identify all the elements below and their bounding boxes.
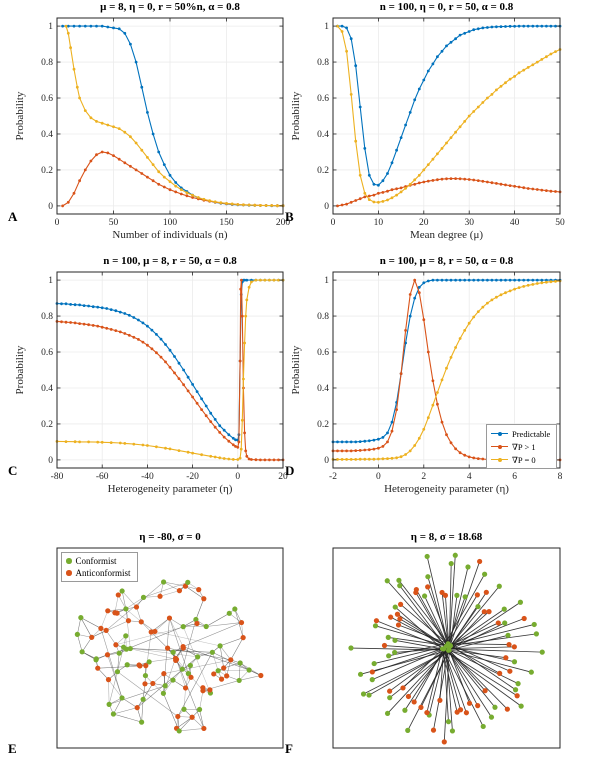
svg-text:0: 0: [324, 456, 329, 466]
svg-text:0.6: 0.6: [41, 348, 53, 358]
panel-letter-f: F: [285, 741, 293, 756]
svg-text:0.4: 0.4: [317, 384, 329, 394]
legend-dot-anticonformist-icon: [66, 570, 72, 576]
svg-text:0.6: 0.6: [317, 348, 329, 358]
svg-text:2: 2: [421, 472, 426, 482]
svg-text:0.2: 0.2: [41, 166, 53, 176]
panel-letter-a: A: [8, 209, 18, 224]
svg-text:0.8: 0.8: [317, 58, 329, 68]
svg-text:4: 4: [467, 472, 472, 482]
panel-c-xaxis-label: Heterogeneity parameter (η): [107, 483, 233, 495]
svg-text:30: 30: [464, 218, 474, 228]
svg-text:1: 1: [48, 276, 53, 286]
svg-text:40: 40: [510, 218, 520, 228]
svg-text:20: 20: [278, 472, 288, 482]
panel-e-title: η = -80, σ = 0: [139, 531, 201, 543]
node-type-legend: Conformist Anticonformist: [61, 552, 138, 582]
legend-label-gradp-gt-1: ∇P > 1: [512, 441, 536, 452]
panel-b-yaxis-label: Probability: [290, 91, 302, 141]
panel-c-yaxis-label: Probability: [14, 345, 26, 395]
panel-letter-c: C: [8, 463, 18, 478]
panel-d-title: n = 100, μ = 8, r = 50, α = 0.8: [379, 255, 514, 267]
svg-text:0.8: 0.8: [41, 58, 53, 68]
legend-dot-conformist-icon: [66, 558, 72, 564]
svg-text:0: 0: [48, 456, 53, 466]
svg-text:0.4: 0.4: [317, 130, 329, 140]
panel-f-title: η = 8, σ = 18.68: [410, 531, 483, 543]
panel-letter-b: B: [285, 209, 294, 224]
svg-text:0.6: 0.6: [317, 94, 329, 104]
legend-label-gradp-eq-0: ∇P = 0: [512, 454, 536, 465]
panel-c-title: n = 100, μ = 8, r = 50, α = 0.8: [103, 255, 237, 267]
svg-text:0: 0: [324, 202, 329, 212]
legend-label-anticonformist: Anticonformist: [75, 568, 131, 578]
svg-text:-20: -20: [186, 472, 199, 482]
panel-a-yaxis-label: Probability: [14, 91, 26, 141]
svg-text:0: 0: [331, 218, 336, 228]
svg-text:0.2: 0.2: [41, 420, 53, 430]
legend-entry-conformist: Conformist: [66, 555, 131, 567]
svg-text:0.2: 0.2: [317, 166, 329, 176]
svg-text:6: 6: [512, 472, 517, 482]
legend-entry-anticonformist: Anticonformist: [66, 567, 131, 579]
svg-text:200: 200: [276, 218, 291, 228]
svg-text:50: 50: [555, 218, 565, 228]
panel-d-xaxis-label: Heterogeneity parameter (η): [384, 483, 509, 495]
panel-a-xaxis-label: Number of individuals (n): [112, 229, 228, 241]
svg-text:1: 1: [48, 22, 53, 32]
svg-text:-60: -60: [96, 472, 109, 482]
legend-line-marker-gradp-gt-1-icon: [491, 442, 508, 452]
panel-d-yaxis-label: Probability: [290, 345, 302, 395]
svg-text:0: 0: [55, 218, 60, 228]
panel-letter-e: E: [8, 741, 17, 756]
svg-text:0.8: 0.8: [317, 312, 329, 322]
panel-b-title: n = 100, η = 0, r = 50, α = 0.8: [379, 1, 514, 13]
svg-text:0.4: 0.4: [41, 130, 53, 140]
svg-text:8: 8: [558, 472, 563, 482]
svg-text:100: 100: [163, 218, 178, 228]
svg-text:50: 50: [109, 218, 119, 228]
series-legend: Predictable ∇P > 1 ∇P = 0: [486, 424, 558, 469]
legend-label-predictable: Predictable: [512, 428, 551, 439]
panel-a-title: μ = 8, η = 0, r = 50%n, α = 0.8: [100, 1, 240, 13]
legend-line-marker-gradp-eq-0-icon: [491, 455, 508, 465]
legend-entry-gradp-gt-1: ∇P > 1: [491, 440, 550, 453]
svg-text:0: 0: [48, 202, 53, 212]
svg-text:0: 0: [376, 472, 381, 482]
svg-text:150: 150: [219, 218, 234, 228]
svg-text:0: 0: [235, 472, 240, 482]
svg-text:-40: -40: [141, 472, 154, 482]
svg-text:0.4: 0.4: [41, 384, 53, 394]
svg-text:1: 1: [324, 276, 329, 286]
svg-text:0.2: 0.2: [317, 420, 329, 430]
svg-text:-80: -80: [51, 472, 64, 482]
svg-text:0.8: 0.8: [41, 312, 53, 322]
svg-text:-2: -2: [329, 472, 337, 482]
legend-entry-predictable: Predictable: [491, 427, 550, 440]
svg-text:10: 10: [374, 218, 384, 228]
legend-label-conformist: Conformist: [75, 556, 117, 566]
svg-text:20: 20: [419, 218, 429, 228]
svg-text:1: 1: [324, 22, 329, 32]
legend-entry-gradp-eq-0: ∇P = 0: [491, 453, 550, 466]
panel-b-xaxis-label: Mean degree (μ): [409, 229, 484, 241]
panel-letter-d: D: [285, 463, 295, 478]
svg-text:0.6: 0.6: [41, 94, 53, 104]
legend-line-marker-predictable-icon: [491, 429, 508, 439]
